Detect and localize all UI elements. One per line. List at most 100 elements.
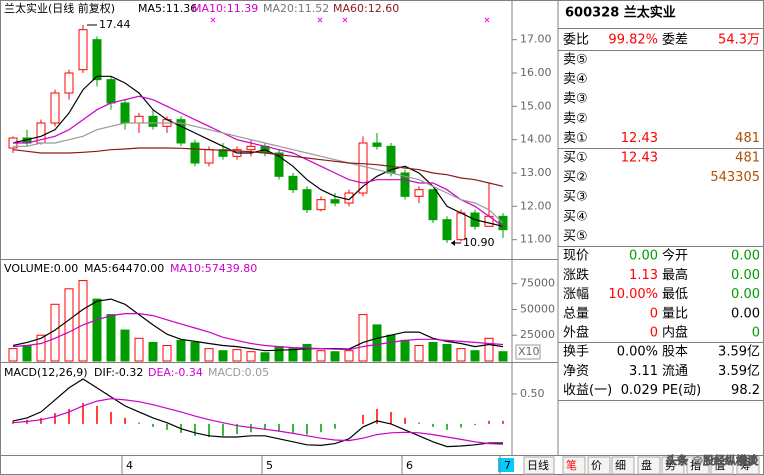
candle-body: [442, 219, 452, 241]
volume-bar: [316, 350, 326, 362]
quote-text: 换手: [563, 345, 589, 360]
macd-title: MACD(12,26,9): [4, 366, 88, 379]
tab[interactable]: [587, 456, 611, 475]
tab-label[interactable]: 势: [665, 459, 676, 472]
tab[interactable]: [710, 456, 734, 475]
x-tick-label: 6: [406, 459, 413, 472]
quote-text: 3.59亿: [718, 364, 760, 379]
quote-text: 54.3万: [718, 33, 760, 48]
tab-label[interactable]: 筹: [740, 458, 751, 472]
quote-text: PE(动): [662, 383, 701, 398]
candle-body: [78, 29, 88, 71]
candle-body: [302, 189, 312, 211]
quote-text: 收益(一): [563, 383, 612, 398]
volume-bar: [456, 348, 466, 362]
quote-text: 3.59亿: [718, 345, 760, 360]
volume-bar: [218, 350, 228, 362]
tab[interactable]: [686, 456, 710, 475]
tab-label[interactable]: 细: [615, 459, 626, 472]
candle-body: [218, 149, 228, 157]
quote-text: 卖④: [563, 72, 588, 87]
candle-body: [288, 175, 298, 191]
quote-text: 0.00: [731, 306, 760, 321]
quote-text: 0.00%: [617, 345, 658, 360]
tab-label[interactable]: 笔: [566, 458, 577, 472]
volume-title: VOLUME:0.00: [4, 262, 78, 275]
y-tick-label: 11.00: [520, 233, 552, 246]
tab[interactable]: [523, 456, 555, 475]
volume-bar: [78, 280, 88, 362]
quote-text: 买①: [563, 151, 588, 166]
quote-text: 3.11: [629, 364, 658, 379]
quote-text: 总量: [563, 306, 589, 321]
y-tick-label: 13.00: [520, 166, 552, 179]
candle-body: [316, 199, 326, 211]
tab[interactable]: [661, 456, 685, 475]
quote-title: 600328 兰太实业: [565, 5, 676, 21]
quote-text: 买④: [563, 209, 588, 224]
y-tick-label: 15.00: [520, 99, 552, 112]
ma-line: [12, 75, 504, 227]
quote-text: 股本: [662, 345, 688, 360]
legend-ma60: MA60:12.60: [333, 2, 399, 15]
ma-line: [12, 147, 504, 187]
x-tick-label: 4: [126, 459, 133, 472]
quote-text: 12.43: [621, 131, 658, 146]
tab-label[interactable]: 指: [690, 458, 701, 472]
ma-line: [12, 313, 504, 351]
quote-text: 12.43: [621, 151, 658, 166]
candle-body: [414, 189, 424, 197]
tab-label[interactable]: 值: [714, 459, 725, 472]
legend-dif: DIF:-0.32: [94, 366, 143, 379]
tab[interactable]: [611, 456, 635, 475]
quote-text: 内盘: [662, 325, 688, 341]
volume-bar: [204, 348, 214, 362]
ma-line: [13, 95, 504, 227]
quote-text: 买②: [563, 170, 588, 185]
volume-bar: [442, 344, 452, 362]
volume-bar: [64, 288, 74, 362]
quote-text: 今开: [662, 248, 688, 264]
y-tick-label: 25000: [520, 328, 555, 341]
quote-text: 卖②: [563, 111, 588, 126]
quote-text: 买⑤: [563, 229, 588, 244]
annotation-label: 10.90: [463, 236, 495, 249]
quote-text: 卖①: [563, 131, 588, 146]
quote-text: 10.00%: [608, 287, 658, 302]
volume-bar: [120, 329, 130, 362]
tab-label[interactable]: 盘: [641, 458, 652, 472]
legend-ma10: MA10:11.39: [192, 2, 258, 15]
candle-body: [176, 119, 186, 144]
quote-text: 净资: [563, 364, 589, 379]
tab[interactable]: [562, 456, 586, 475]
candle-body: [246, 145, 256, 151]
candle-body: [372, 142, 382, 147]
volume-bar: [260, 352, 270, 362]
volume-bar: [246, 351, 256, 362]
quote-text: 1.13: [629, 268, 658, 283]
candle-body: [120, 102, 130, 124]
candle-body: [50, 92, 60, 124]
candle-body: [330, 199, 340, 204]
volume-unit: X10: [518, 345, 540, 358]
volume-bar: [148, 341, 158, 362]
quote-text: 量比: [662, 306, 688, 321]
tab-label[interactable]: 日线: [527, 458, 549, 472]
quote-text: 流通: [662, 364, 688, 379]
candle-body: [400, 172, 410, 197]
y-tick-label: 16.00: [520, 66, 552, 79]
tab[interactable]: [736, 456, 760, 475]
legend-vma10: MA10:57439.80: [170, 262, 257, 275]
y-tick-label: 12.00: [520, 199, 552, 212]
watermark: 头条 @股经纵横谈: [666, 453, 759, 467]
volume-bar: [22, 345, 32, 362]
quote-text: 委比: [563, 33, 589, 48]
tab[interactable]: [637, 456, 661, 475]
volume-bar: [106, 314, 116, 362]
quote-text: 卖③: [563, 92, 588, 107]
candle-body: [106, 79, 116, 104]
scroll-box[interactable]: [498, 458, 514, 472]
volume-bar: [358, 314, 368, 362]
tab-label[interactable]: 价: [591, 459, 602, 472]
